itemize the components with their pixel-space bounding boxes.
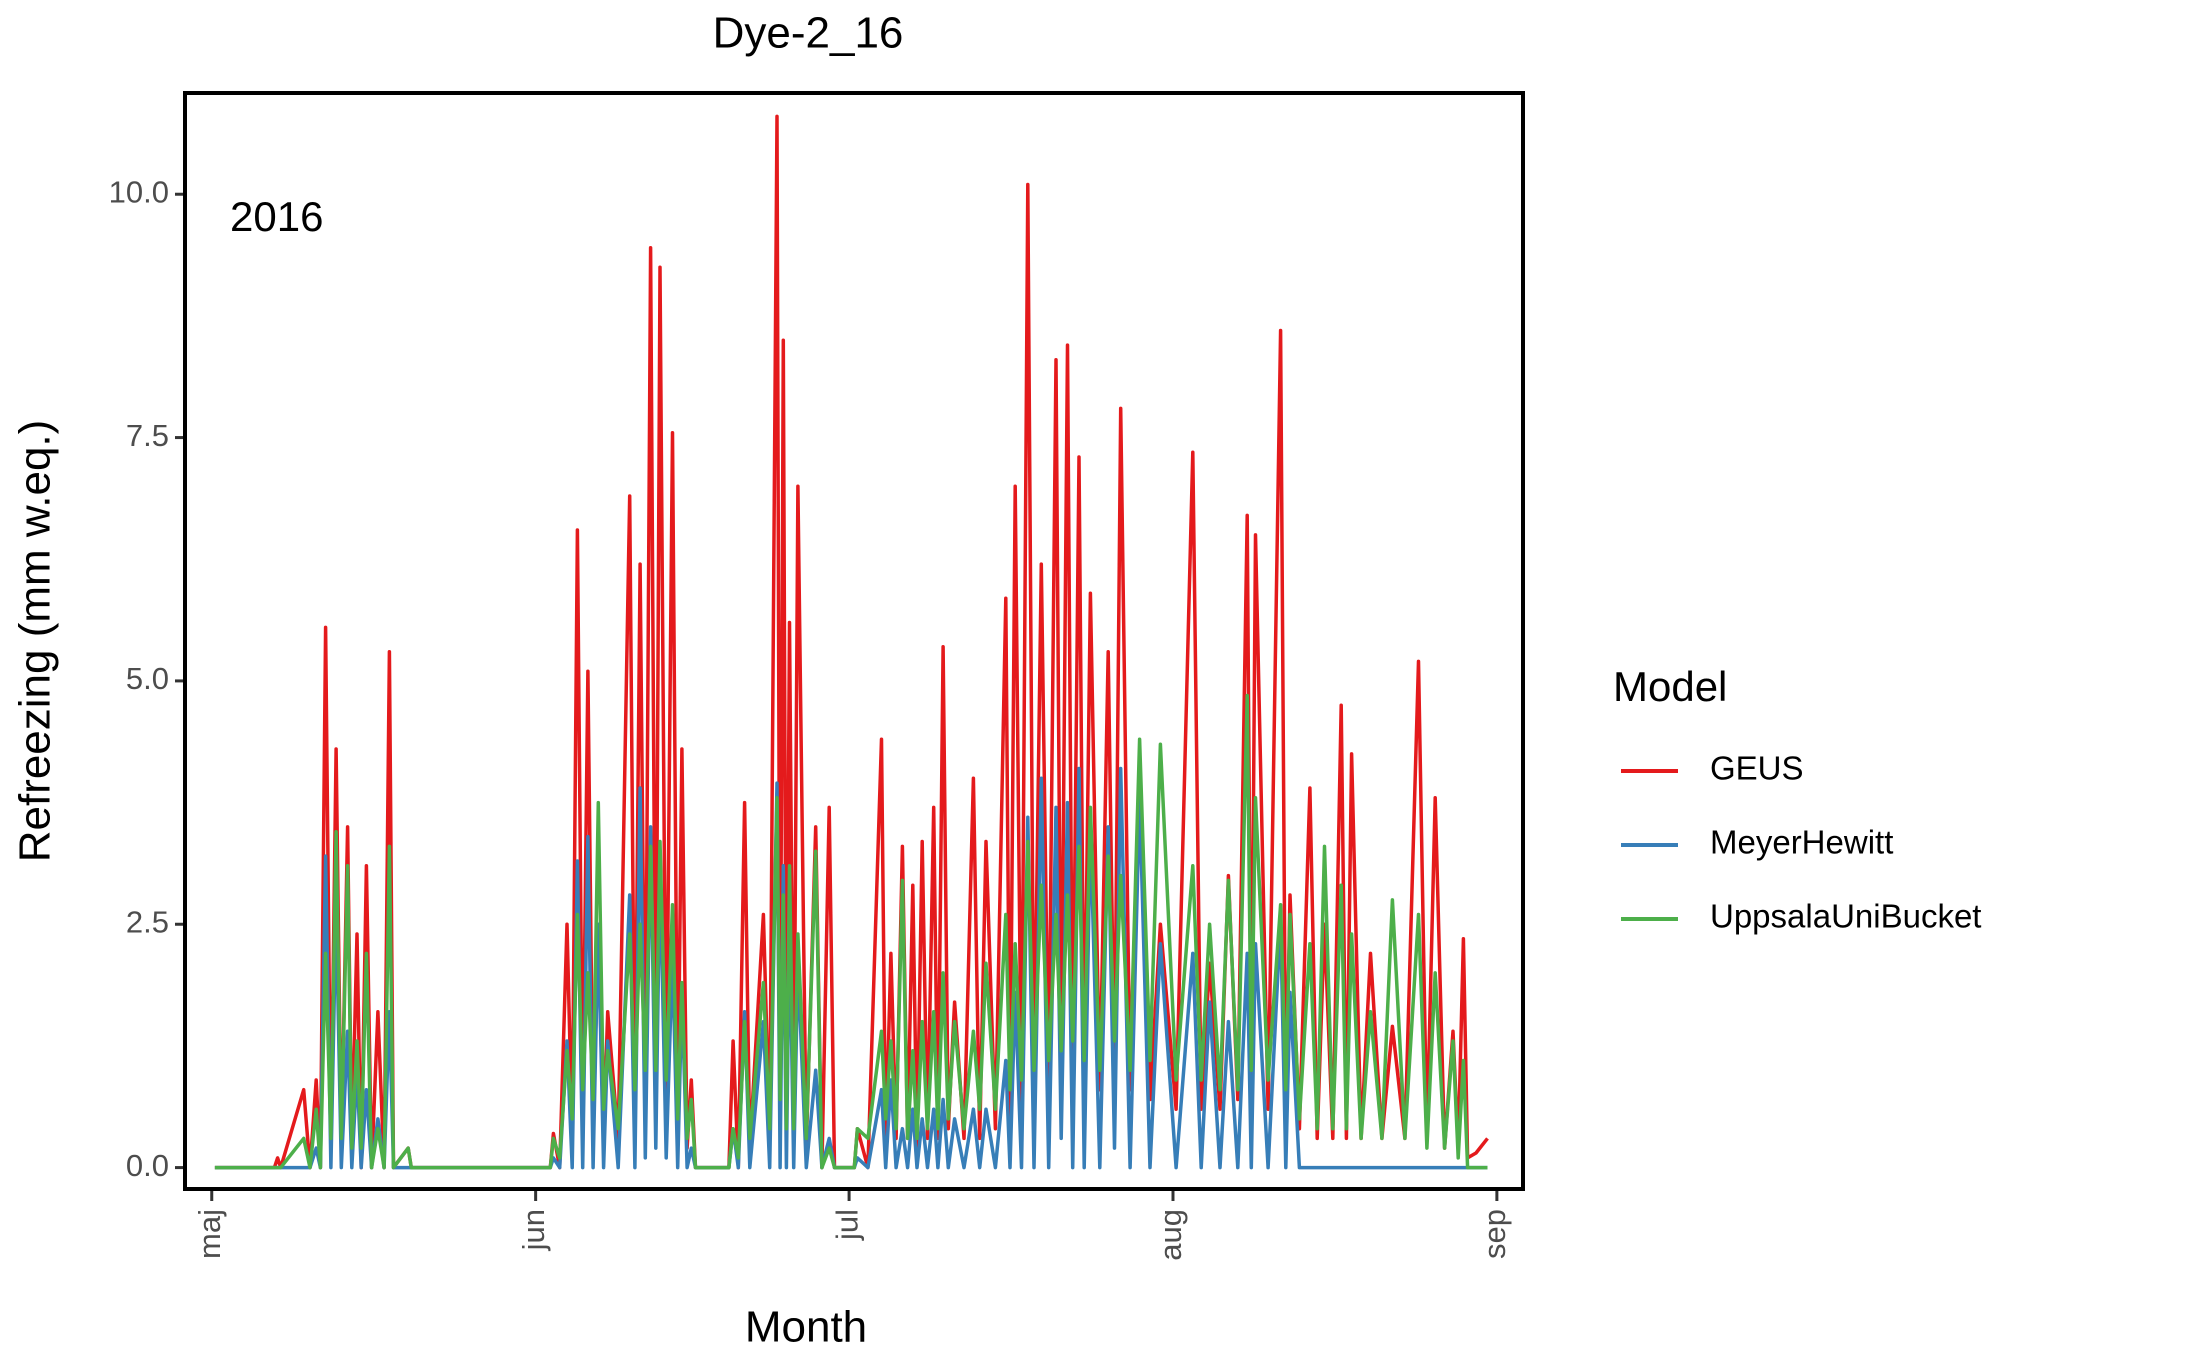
y-tick-label: 0.0: [126, 1148, 169, 1183]
data-line: [214, 693, 1488, 1170]
legend-label: MeyerHewitt: [1710, 824, 1893, 861]
annotation: 2016: [230, 193, 323, 240]
x-tick-label: aug: [1153, 1209, 1188, 1261]
chart-title: Dye-2_16: [713, 9, 904, 58]
y-tick-label: 5.0: [126, 661, 169, 696]
legend-label: UppsalaUniBucket: [1710, 898, 1981, 935]
y-tick-label: 7.5: [126, 418, 169, 453]
x-axis-title: Month: [745, 1303, 867, 1350]
legend-title: Model: [1613, 663, 1727, 710]
x-tick-label: jun: [516, 1209, 551, 1251]
x-tick-label: sep: [1477, 1209, 1512, 1259]
x-tick-label: maj: [192, 1209, 227, 1259]
y-axis-title: Refreezing (mm w.eq.): [11, 420, 60, 863]
legend-label: GEUS: [1710, 750, 1804, 787]
plot-border: [183, 91, 1525, 1191]
data-line: [214, 766, 1488, 1170]
x-tick-label: jul: [829, 1209, 864, 1241]
y-tick-label: 2.5: [126, 904, 169, 939]
data-line: [214, 114, 1489, 1170]
y-tick-label: 10.0: [109, 174, 169, 209]
